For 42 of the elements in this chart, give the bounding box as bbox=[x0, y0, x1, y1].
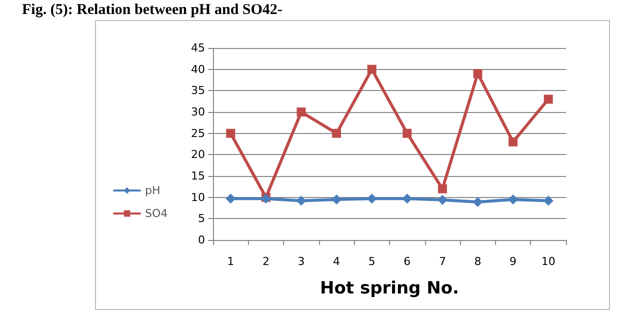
y-tick-label: 25 bbox=[191, 126, 205, 140]
point bbox=[367, 64, 376, 74]
y-tick-label: 15 bbox=[191, 170, 205, 182]
x-tick-label: 8 bbox=[474, 255, 482, 268]
point bbox=[332, 194, 342, 204]
y-tick-label: 10 bbox=[191, 190, 205, 204]
y-tick-label: 35 bbox=[191, 84, 205, 98]
y-tick-label: 0 bbox=[198, 234, 205, 246]
point bbox=[438, 184, 447, 194]
point bbox=[402, 194, 412, 204]
x-tick-label: 4 bbox=[333, 255, 340, 268]
x-axis-title: Hot spring No. bbox=[320, 278, 460, 298]
x-tick-label: 10 bbox=[541, 255, 556, 268]
y-tick-label: 30 bbox=[191, 106, 205, 118]
chart-title: Fig. (5): Relation between pH and SO42- bbox=[22, 2, 282, 19]
point bbox=[296, 108, 306, 116]
point bbox=[508, 194, 518, 204]
y-tick-label: 5 bbox=[198, 212, 205, 226]
point bbox=[544, 94, 553, 104]
point bbox=[226, 128, 236, 138]
point bbox=[543, 196, 554, 206]
point bbox=[296, 196, 306, 206]
x-tick-label: 3 bbox=[298, 255, 305, 268]
x-tick-label: 6 bbox=[404, 255, 411, 268]
point bbox=[366, 194, 377, 204]
point bbox=[332, 128, 342, 138]
y-tick-label: 40 bbox=[191, 62, 205, 76]
point bbox=[508, 137, 518, 146]
legend-label: pH bbox=[145, 184, 160, 197]
point bbox=[402, 128, 412, 138]
point bbox=[473, 69, 482, 78]
y-tick-label: 20 bbox=[191, 148, 205, 162]
x-tick-label: 5 bbox=[368, 255, 376, 268]
point bbox=[437, 194, 448, 205]
x-tick-label: 2 bbox=[262, 255, 270, 268]
legend-label: SO4 bbox=[145, 207, 168, 220]
x-tick-label: 7 bbox=[438, 255, 446, 268]
point bbox=[226, 194, 236, 204]
y-tick-label: 45 bbox=[191, 42, 205, 54]
x-tick-label: 9 bbox=[510, 255, 517, 268]
point bbox=[472, 197, 483, 208]
x-tick-label: 1 bbox=[227, 255, 234, 268]
